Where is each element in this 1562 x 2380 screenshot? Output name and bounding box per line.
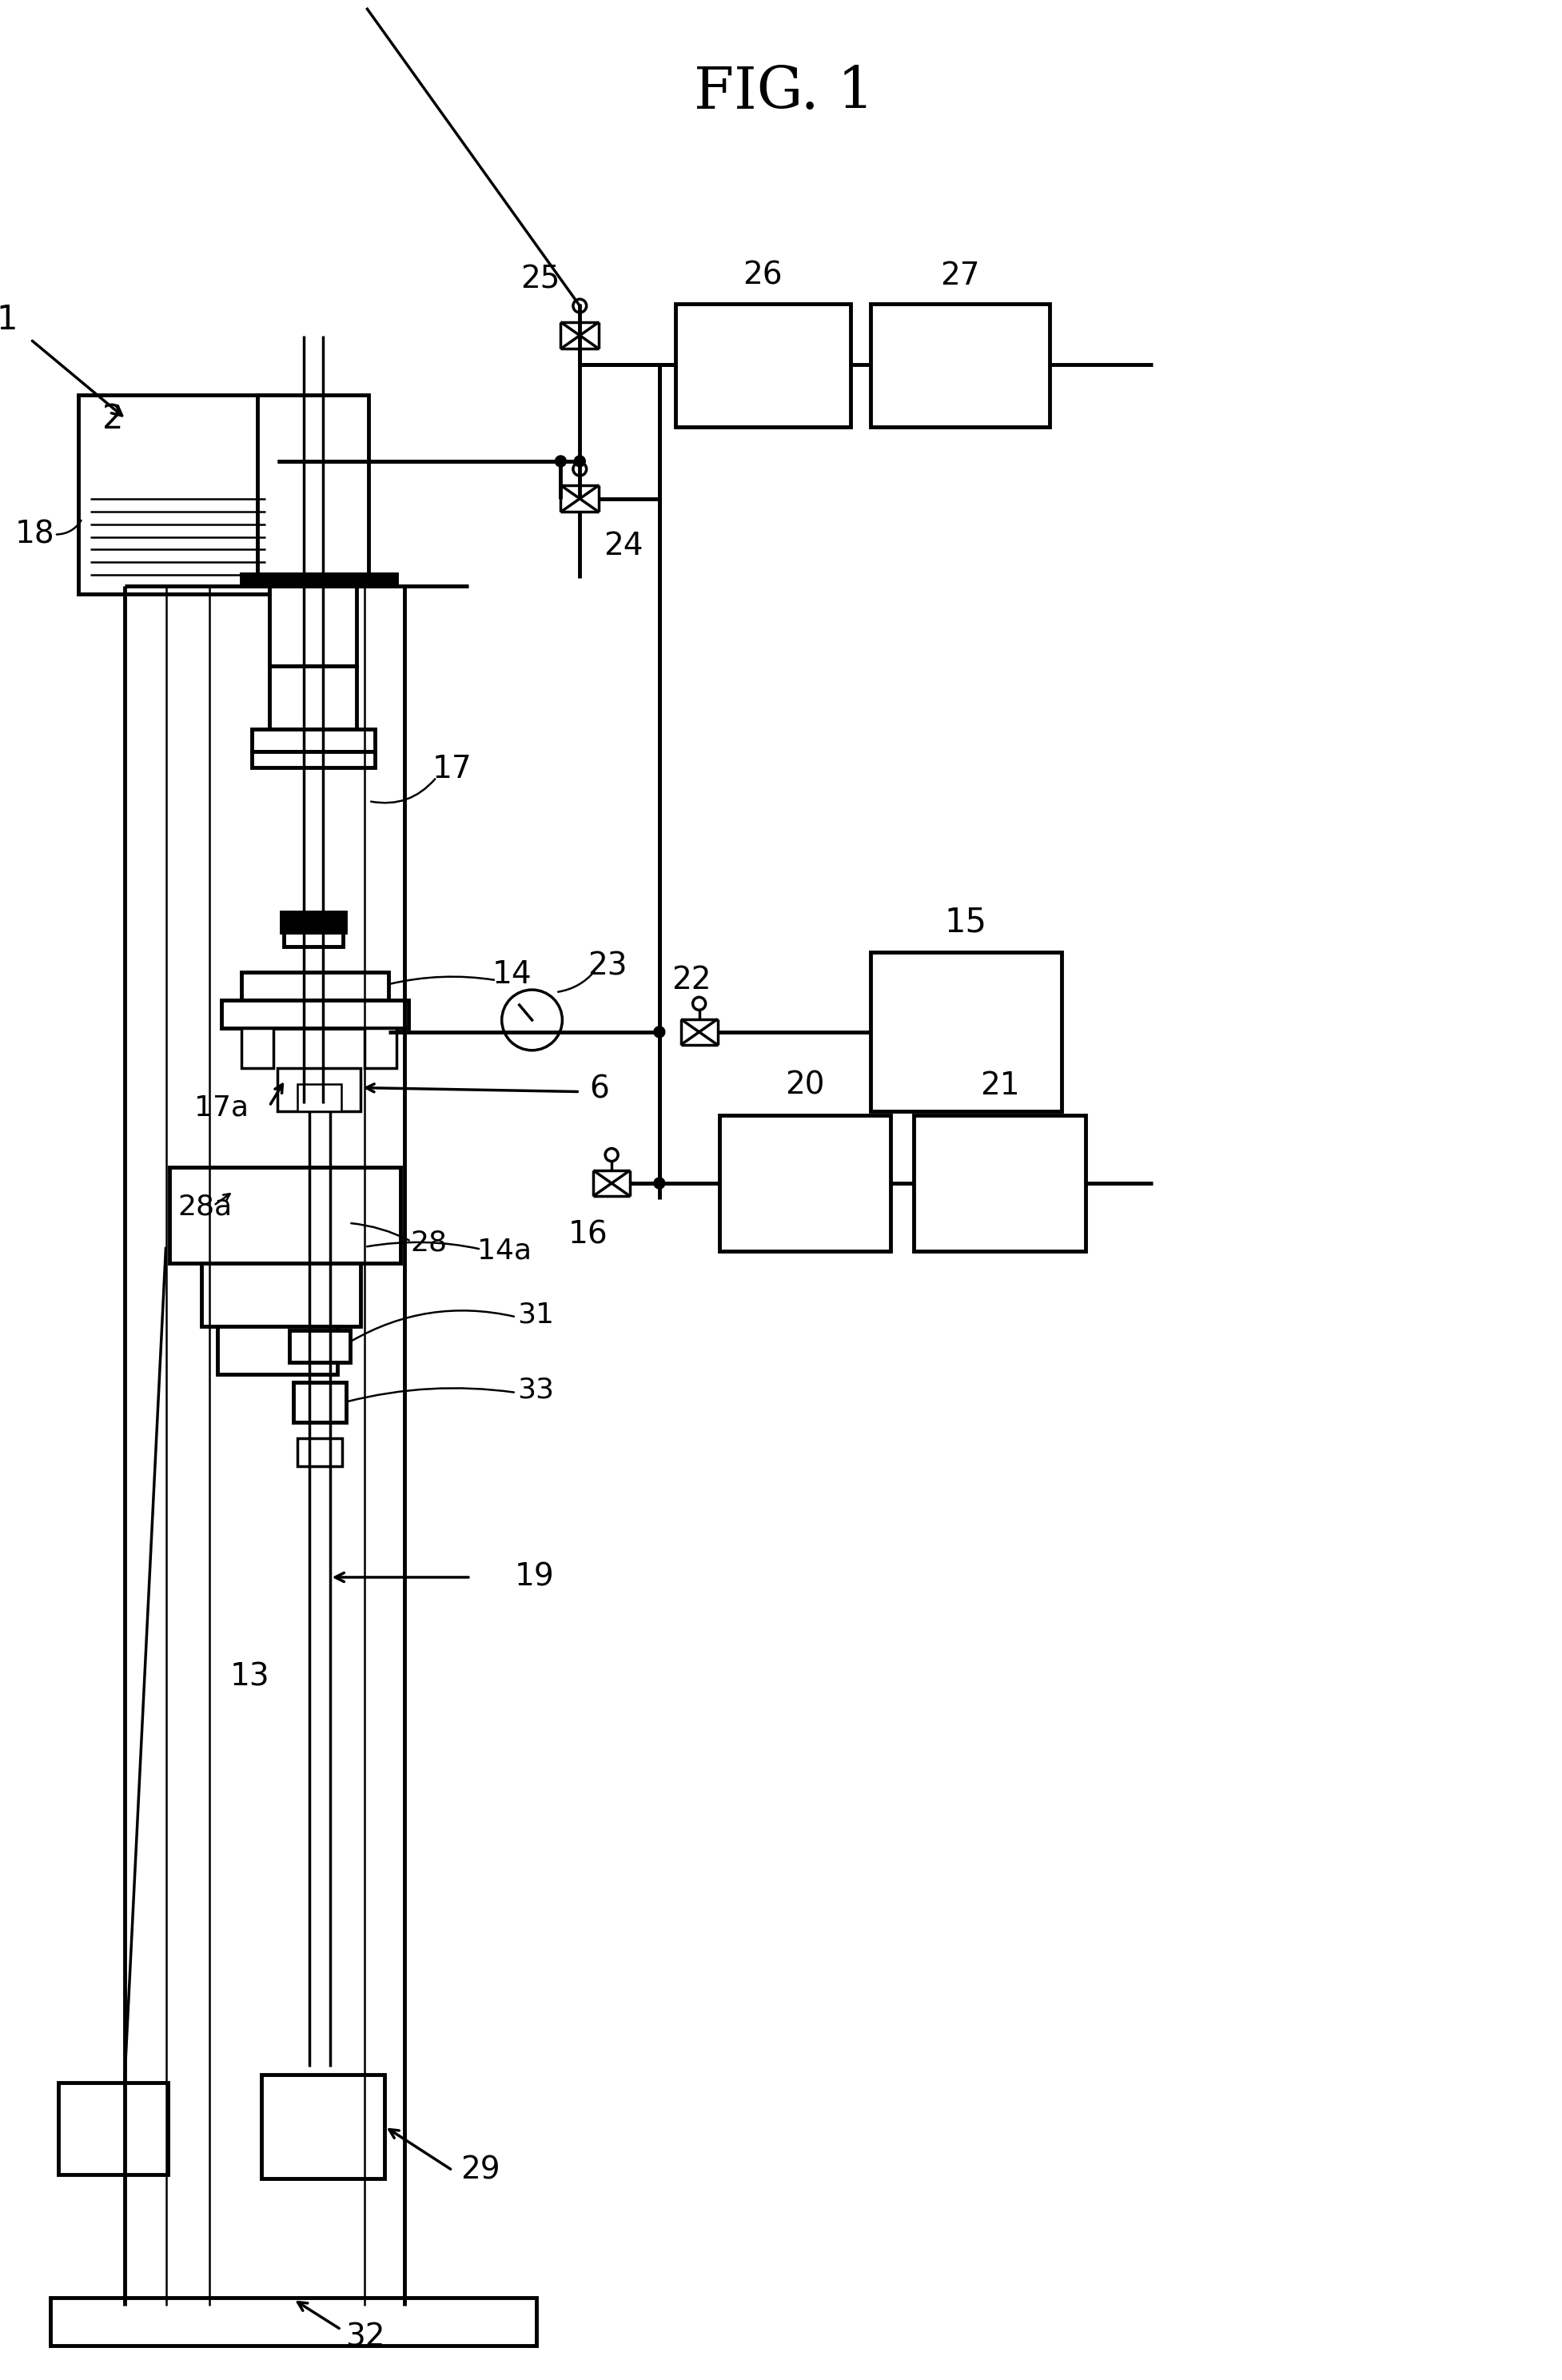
Bar — [297, 1438, 342, 1466]
Text: 32: 32 — [345, 2323, 384, 2354]
Bar — [297, 1083, 341, 1111]
Text: 33: 33 — [517, 1376, 555, 1404]
Text: 16: 16 — [569, 1221, 608, 1250]
Bar — [870, 952, 1061, 1111]
Bar — [294, 1383, 345, 1421]
Bar — [289, 1330, 350, 1361]
Bar — [201, 1264, 361, 1326]
Bar — [258, 395, 369, 585]
Text: 17: 17 — [433, 754, 472, 785]
Bar — [50, 2297, 536, 2344]
Text: 1: 1 — [0, 302, 17, 336]
Bar — [269, 585, 356, 666]
Circle shape — [654, 1026, 665, 1038]
Text: 26: 26 — [744, 259, 783, 290]
Bar — [914, 1116, 1086, 1252]
Text: 2: 2 — [102, 402, 123, 436]
Text: 15: 15 — [945, 904, 987, 940]
Text: 23: 23 — [587, 950, 628, 981]
Bar — [170, 1166, 401, 1264]
Text: 14a: 14a — [476, 1238, 531, 1264]
Bar — [242, 1028, 273, 1069]
Text: 28: 28 — [411, 1230, 447, 1257]
Bar — [242, 973, 389, 1000]
Bar — [217, 1326, 337, 1373]
Text: 21: 21 — [979, 1071, 1020, 1100]
Circle shape — [654, 1178, 665, 1188]
Bar — [251, 731, 375, 752]
Text: 14: 14 — [492, 959, 533, 990]
Text: 31: 31 — [517, 1302, 555, 1328]
Bar — [284, 933, 342, 947]
Text: 25: 25 — [520, 264, 559, 295]
Text: 22: 22 — [672, 964, 711, 995]
Text: 17a: 17a — [194, 1095, 248, 1121]
Text: FIG. 1: FIG. 1 — [694, 64, 875, 121]
Text: 13: 13 — [230, 1661, 269, 1692]
Bar — [261, 2075, 384, 2178]
Text: 24: 24 — [604, 531, 644, 562]
Text: 20: 20 — [784, 1071, 825, 1100]
Text: 6: 6 — [590, 1073, 609, 1104]
Bar — [278, 1069, 361, 1111]
Bar — [366, 1028, 397, 1069]
Bar — [870, 305, 1050, 426]
Text: 29: 29 — [461, 2156, 500, 2185]
Bar — [269, 666, 356, 731]
Text: 19: 19 — [514, 1561, 555, 1592]
Bar — [58, 2082, 169, 2175]
Bar — [242, 574, 397, 585]
Circle shape — [555, 455, 567, 466]
Bar — [222, 1000, 409, 1028]
Text: 27: 27 — [940, 259, 979, 290]
Bar — [251, 752, 375, 769]
Circle shape — [575, 455, 586, 466]
Bar — [719, 1116, 890, 1252]
Bar — [78, 395, 278, 595]
Text: 18: 18 — [14, 519, 55, 550]
Bar — [281, 912, 345, 933]
Text: 28a: 28a — [178, 1192, 233, 1221]
Bar — [675, 305, 850, 426]
